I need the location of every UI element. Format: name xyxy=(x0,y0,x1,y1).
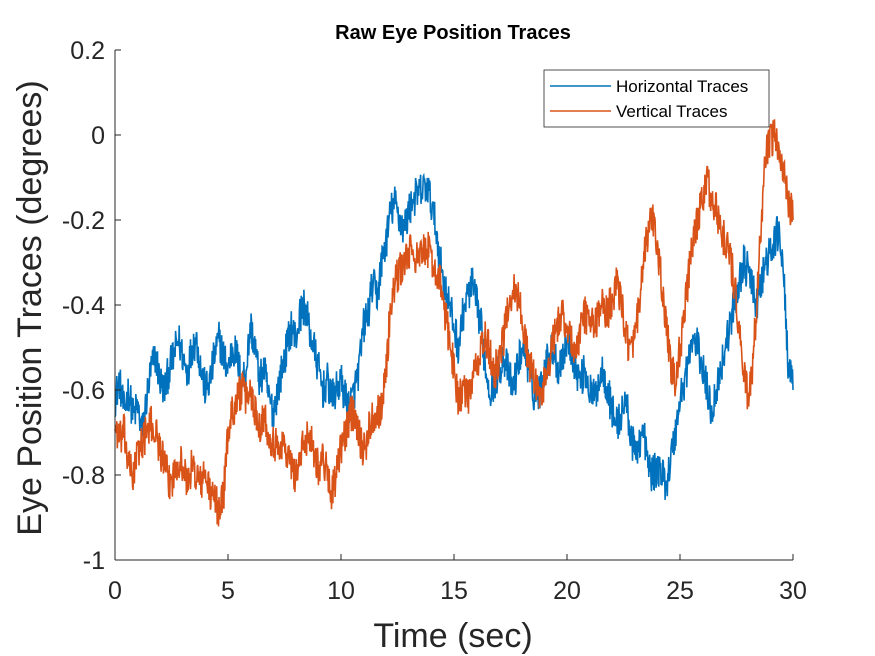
x-axis-label: Time (sec) xyxy=(373,617,532,655)
y-tick-label: -0.6 xyxy=(62,377,105,405)
y-ticks: 0.2 0 -0.2 -0.4 -0.6 -0.8 -1 xyxy=(62,37,121,575)
y-axis-label: Eye Position Traces (degrees) xyxy=(11,80,49,535)
axes-background xyxy=(115,50,793,560)
plot-area: 0 5 10 15 20 25 30 0.2 0 -0.2 -0.4 -0.6 -0.8 -1 xyxy=(62,37,807,605)
x-ticks: 0 5 10 15 20 25 30 xyxy=(108,554,807,605)
y-tick-label: 0.2 xyxy=(70,37,105,65)
series-layer xyxy=(114,119,794,527)
x-tick-label: 25 xyxy=(666,577,694,605)
legend-label-vertical: Vertical Traces xyxy=(616,102,728,121)
y-tick-label: -1 xyxy=(83,547,105,575)
y-tick-label: -0.4 xyxy=(62,292,105,320)
horizontal-trace-line xyxy=(114,172,794,500)
x-tick-label: 10 xyxy=(327,577,355,605)
x-tick-label: 20 xyxy=(553,577,581,605)
x-tick-label: 0 xyxy=(108,577,122,605)
y-tick-label: -0.2 xyxy=(62,207,105,235)
legend-label-horizontal: Horizontal Traces xyxy=(616,77,748,96)
x-tick-label: 15 xyxy=(440,577,468,605)
vertical-trace-line xyxy=(114,119,794,527)
legend-box xyxy=(543,69,770,128)
x-tick-label: 5 xyxy=(221,577,235,605)
y-tick-label: -0.8 xyxy=(62,462,105,490)
y-tick-label: 0 xyxy=(91,122,105,150)
legend: Horizontal Traces Vertical Traces xyxy=(543,69,770,128)
x-tick-label: 30 xyxy=(779,577,807,605)
chart-title: Raw Eye Position Traces xyxy=(335,22,571,44)
